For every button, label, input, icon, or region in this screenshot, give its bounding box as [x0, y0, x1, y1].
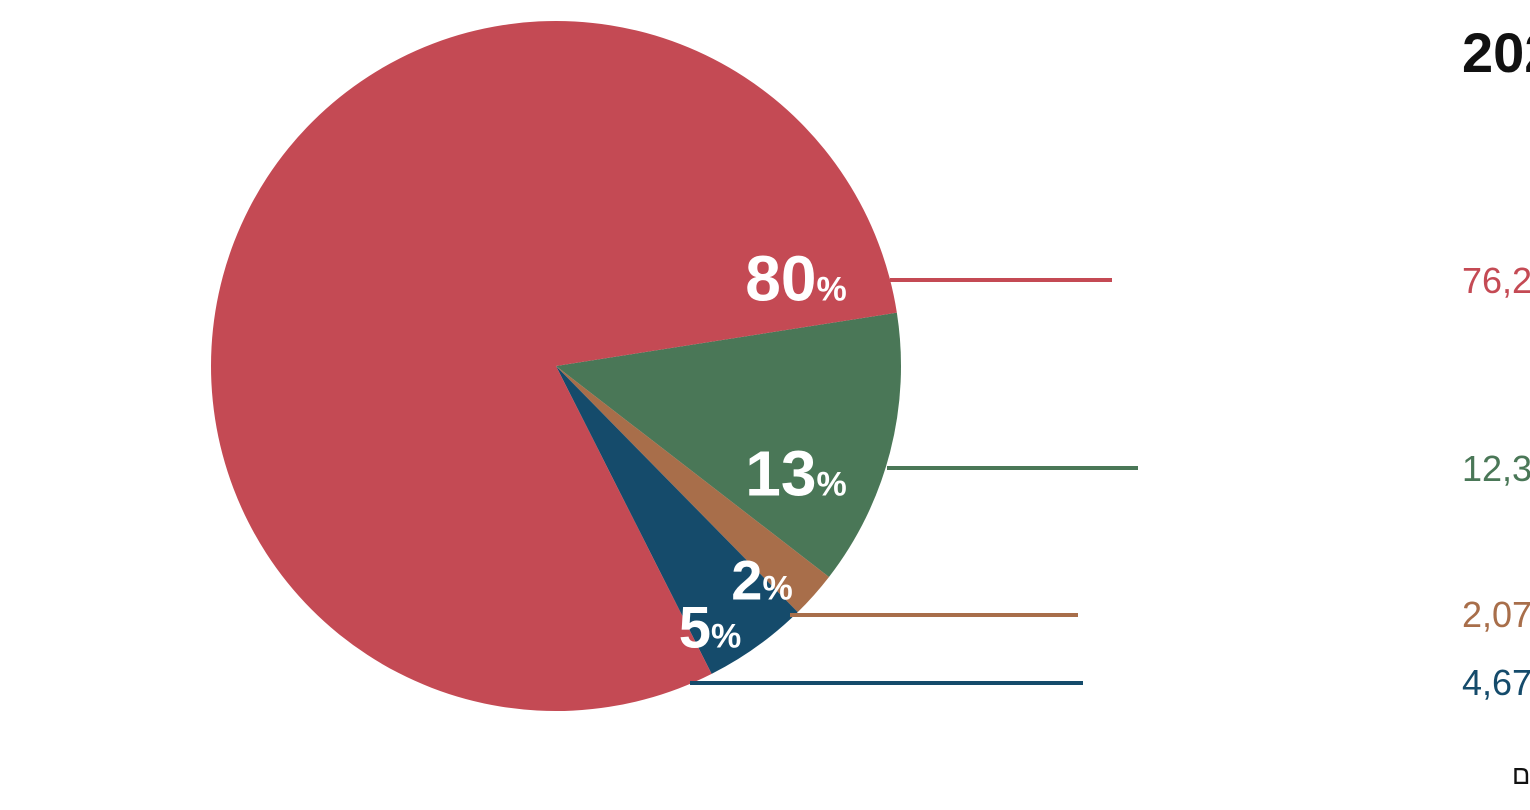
pie-slices: [211, 20, 902, 711]
pie-slice-1: [211, 20, 897, 711]
legend-label-2: נמל הדרום - 12,332: [1462, 448, 1530, 489]
percent-label-2: 13%: [745, 437, 846, 509]
legend-label-3: חב’ נמל אשדוד - 2,071: [1462, 594, 1530, 635]
legend-label-1: נמל המפרץ - 76,203: [1462, 260, 1530, 301]
percent-label-1: 80%: [745, 242, 846, 314]
pie-slice-4: [556, 366, 798, 674]
pie-slice-3: [556, 366, 829, 613]
percent-label-3: 2%: [731, 549, 792, 612]
slice-percent-labels: 80% 13% 2%5%: [679, 242, 847, 660]
percent-label-4: 5%: [679, 595, 742, 660]
chart-title: מכולות שטעון 2023: [1462, 21, 1530, 84]
legend-label-4: חב’ נמל חיפה - 4,675: [1462, 662, 1530, 703]
pie-slice-2: [556, 312, 902, 577]
legend: נמל המפרץ - 76,203 נמל הדרום - 12,332 חב’ …: [1462, 260, 1530, 703]
leader-lines: [690, 278, 1138, 685]
source-note: מקור: השנתון הסטטיסטי לספנות ונמלים 2023…: [1512, 760, 1530, 790]
